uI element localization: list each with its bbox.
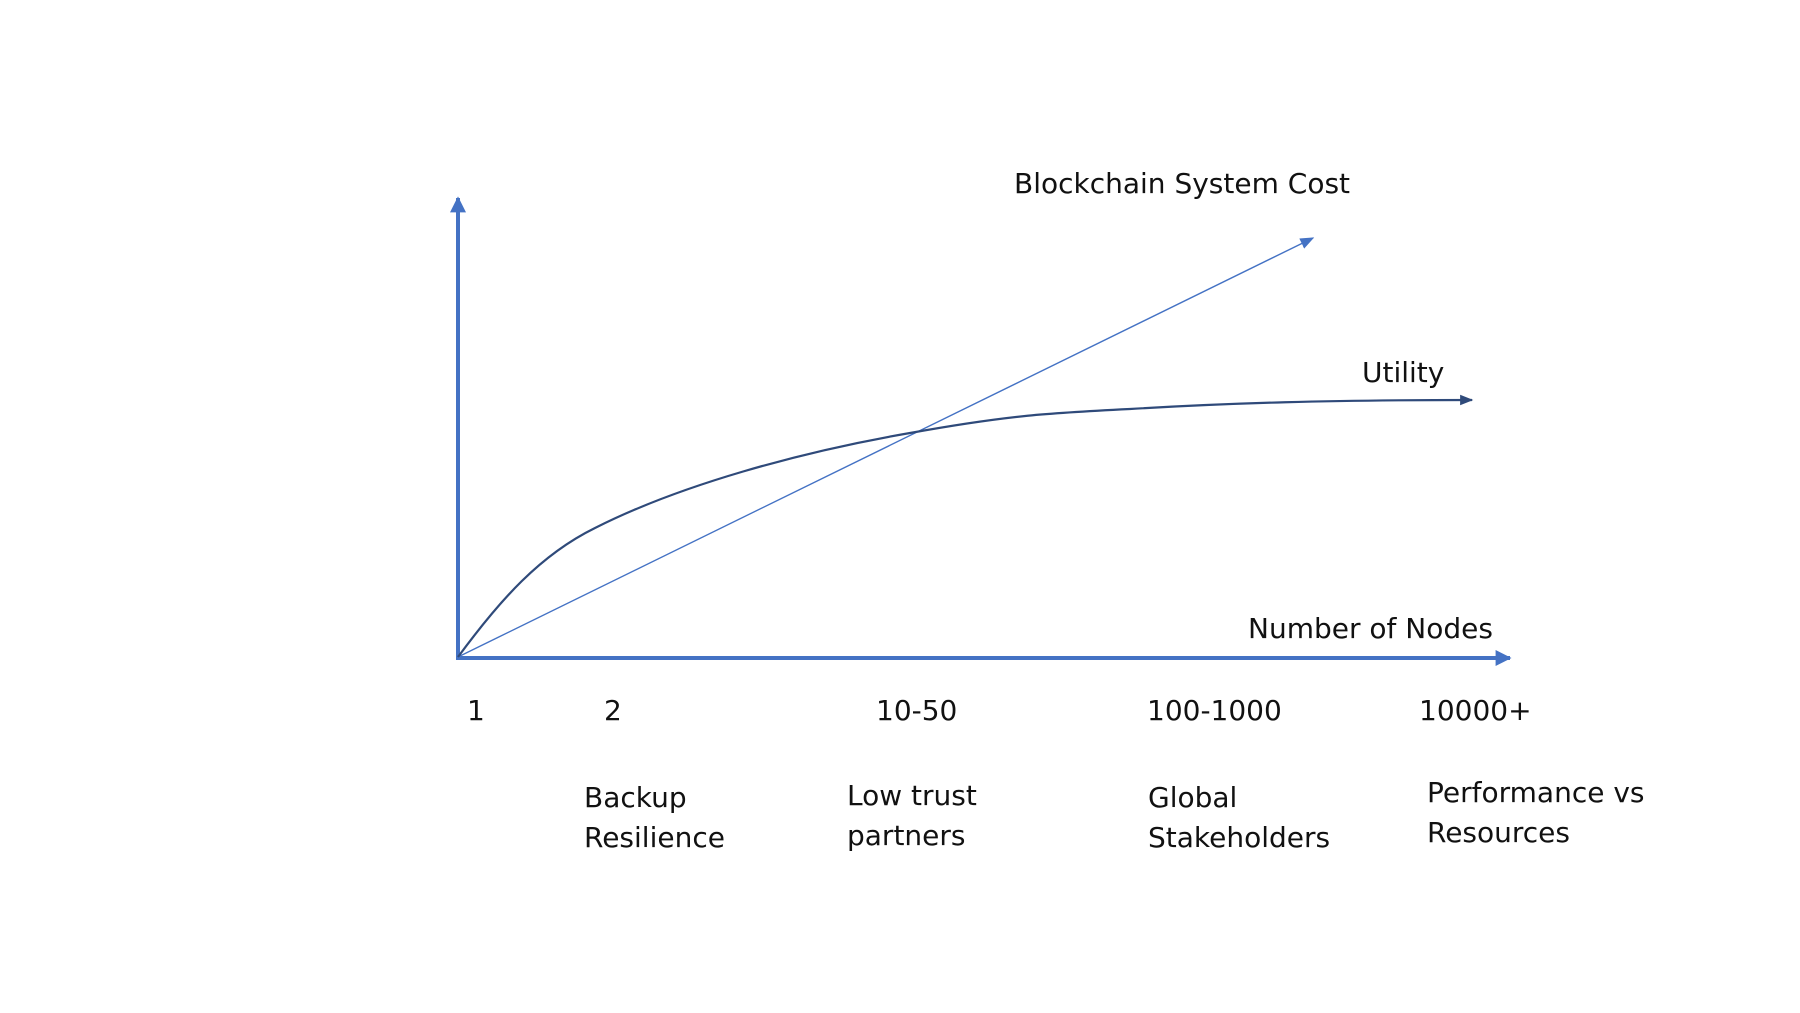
tick-label: 1 (467, 694, 485, 727)
description-line: Performance vs (1427, 776, 1645, 809)
description-performance: Performance vs Resources (1427, 773, 1645, 853)
description-backup: Backup Resilience (584, 778, 725, 858)
tick-label: 10-50 (876, 694, 958, 727)
description-line: partners (847, 819, 966, 852)
description-low-trust: Low trust partners (847, 776, 977, 856)
tick-label: 2 (604, 694, 622, 727)
description-line: Low trust (847, 779, 977, 812)
description-line: Resilience (584, 821, 725, 854)
description-line: Resources (1427, 816, 1570, 849)
x-axis-label: Number of Nodes (1248, 612, 1493, 645)
utility-curve (457, 394, 1474, 658)
utility-curve-label: Utility (1362, 356, 1445, 389)
description-line: Stakeholders (1148, 821, 1331, 854)
cost-curve-label: Blockchain System Cost (1014, 167, 1351, 200)
cost-line (459, 237, 1315, 657)
description-global: Global Stakeholders (1148, 778, 1330, 858)
description-line: Global (1148, 781, 1238, 814)
tick-label: 10000+ (1419, 694, 1532, 727)
description-line: Backup (584, 781, 687, 814)
tick-label: 100-1000 (1147, 694, 1282, 727)
